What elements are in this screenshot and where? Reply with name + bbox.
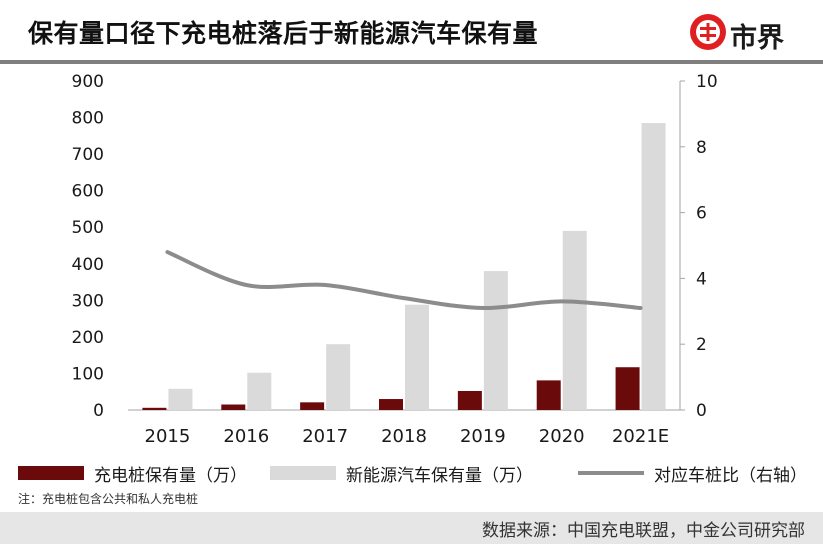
- footnote: 注：充电桩包含公共和私人充电桩: [18, 492, 199, 506]
- logo-emblem-icon: [690, 14, 726, 50]
- bar-2017-series-2: [326, 344, 351, 410]
- x-tick-label: 2017: [302, 426, 348, 447]
- y-tick-label: 800: [72, 109, 104, 129]
- legend-swatch-ratio: [578, 471, 644, 475]
- source-text: 数据来源：中国充电联盟，中金公司研究部: [482, 521, 805, 541]
- legend-item-ratio: 对应车桩比（右轴）: [578, 460, 807, 486]
- bar-2021e-series-2: [641, 123, 666, 411]
- legend: 充电桩保有量（万） 新能源汽车保有量（万） 对应车桩比（右轴）: [0, 460, 823, 486]
- chart-title: 保有量口径下充电桩落后于新能源汽车保有量: [28, 19, 539, 48]
- legend-label-ratio: 对应车桩比（右轴）: [654, 465, 807, 486]
- chart-canvas: 0 100 200 300 400 500 600 700 800 900 0 2 4 6 8 10 2015 2…: [72, 72, 718, 447]
- x-tick-label: 2019: [460, 426, 506, 447]
- bar-2018-series-2: [405, 304, 429, 410]
- y2-tick-label: 4: [696, 269, 707, 289]
- bar-2020-series-2: [562, 230, 587, 410]
- y-tick-label: 0: [93, 401, 104, 421]
- bar-2016-series-1: [221, 404, 246, 410]
- logo-text: 市界: [730, 23, 784, 54]
- bar-2015-series-2: [168, 388, 193, 410]
- y-tick-label: 300: [72, 291, 104, 311]
- bar-2020-series-1: [536, 380, 561, 410]
- x-tick-label: 2020: [539, 426, 585, 447]
- x-tick-label: 2016: [223, 426, 269, 447]
- y-tick-label: 400: [72, 255, 104, 275]
- x-tick-label: 2021E: [612, 426, 669, 447]
- bar-2019-series-1: [457, 390, 482, 410]
- logo: 市界: [688, 12, 818, 56]
- y-tick-label: 500: [72, 218, 104, 238]
- y2-tick-label: 10: [696, 72, 718, 92]
- bar-2016-series-2: [247, 372, 272, 410]
- legend-swatch-charging-piles: [18, 466, 84, 480]
- y-tick-label: 600: [72, 182, 104, 202]
- y-tick-label: 100: [72, 364, 104, 384]
- y2-tick-label: 8: [696, 138, 707, 158]
- y-tick-label: 700: [72, 145, 104, 165]
- ratio-line-series: [165, 250, 643, 311]
- bar-2015-series-1: [142, 407, 167, 410]
- legend-label-nev-stock: 新能源汽车保有量（万）: [346, 465, 533, 486]
- bar-2021e-series-1: [615, 367, 640, 410]
- x-tick-label: 2018: [381, 426, 427, 447]
- bar-2019-series-2: [483, 271, 508, 410]
- y2-tick-label: 0: [696, 401, 707, 421]
- y-tick-label: 200: [72, 328, 104, 348]
- legend-item-charging-piles: 充电桩保有量（万）: [18, 460, 247, 486]
- source-bar: 数据来源：中国充电联盟，中金公司研究部: [0, 512, 823, 544]
- legend-item-nev-stock: 新能源汽车保有量（万）: [270, 460, 533, 486]
- y2-tick-label: 6: [696, 204, 707, 224]
- bar-2018-series-1: [379, 399, 403, 410]
- header: 保有量口径下充电桩落后于新能源汽车保有量 市界: [0, 0, 823, 70]
- x-tick-label: 2015: [145, 426, 191, 447]
- bar-2017-series-1: [300, 402, 325, 410]
- y-tick-label: 900: [72, 72, 104, 92]
- legend-swatch-nev-stock: [270, 466, 336, 480]
- legend-label-charging-piles: 充电桩保有量（万）: [94, 465, 247, 486]
- header-divider: [0, 60, 823, 64]
- y2-tick-label: 2: [696, 335, 707, 355]
